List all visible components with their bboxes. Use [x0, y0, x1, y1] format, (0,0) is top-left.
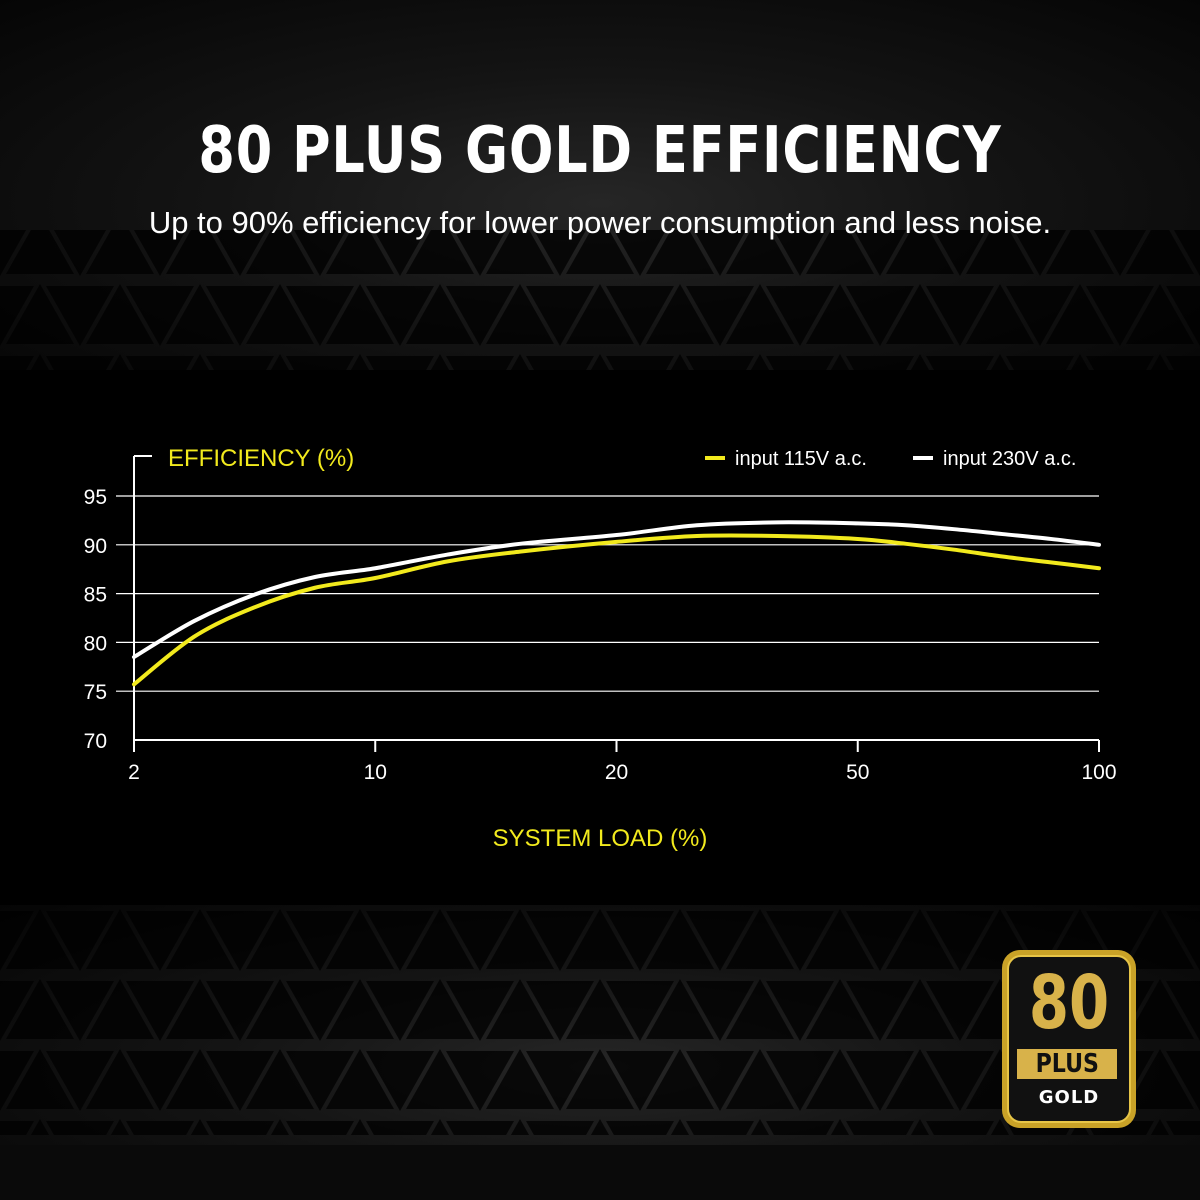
y-tick-label: 70 [84, 730, 107, 753]
x-tick-label: 20 [605, 761, 628, 784]
badge-tier-label: GOLD [1038, 1087, 1100, 1108]
page-subtitle: Up to 90% efficiency for lower power con… [148, 205, 1052, 240]
mesh-pattern [0, 905, 1200, 1200]
badge-number: 80 [1028, 960, 1110, 1046]
chart-panel [0, 370, 1200, 905]
badge-inner: 80 PLUS GOLD [1007, 955, 1131, 1123]
background-mesh-bottom [0, 905, 1200, 1200]
x-tick-label: 10 [364, 761, 387, 784]
x-axis-title: SYSTEM LOAD (%) [493, 825, 708, 852]
mesh-pattern [0, 230, 1200, 370]
x-tick-label: 100 [1081, 761, 1116, 784]
badge-plus-text: PLUS [1035, 1049, 1099, 1079]
background-mesh-top [0, 0, 1200, 370]
legend-label: input 230V a.c. [943, 448, 1076, 470]
y-axis-title: EFFICIENCY (%) [168, 445, 354, 472]
x-tick-label: 50 [846, 761, 869, 784]
page-title: 80 PLUS GOLD EFFICIENCY [198, 114, 1002, 188]
legend-label: input 115V a.c. [735, 448, 867, 470]
x-tick-label: 2 [128, 761, 140, 784]
series-line-230v [132, 520, 1101, 660]
y-tick-label: 90 [84, 535, 107, 558]
y-tick-label: 95 [84, 486, 107, 509]
y-tick-label: 75 [84, 681, 107, 704]
y-tick-label: 80 [84, 632, 107, 655]
series-line-115v [132, 533, 1101, 687]
80-plus-gold-badge: 80 PLUS GOLD [1002, 950, 1136, 1128]
y-tick-label: 85 [84, 584, 107, 607]
badge-plus-label: PLUS [1017, 1049, 1117, 1079]
